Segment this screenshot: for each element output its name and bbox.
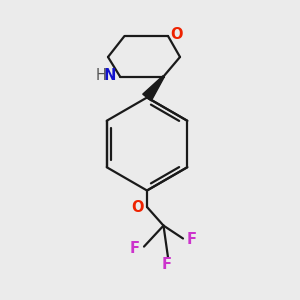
- Text: O: O: [170, 27, 183, 42]
- Polygon shape: [143, 76, 164, 101]
- Text: O: O: [132, 200, 144, 214]
- Text: F: F: [161, 257, 172, 272]
- Text: F: F: [130, 241, 140, 256]
- Text: H: H: [96, 68, 107, 83]
- Text: F: F: [186, 232, 197, 247]
- Text: N: N: [103, 68, 116, 83]
